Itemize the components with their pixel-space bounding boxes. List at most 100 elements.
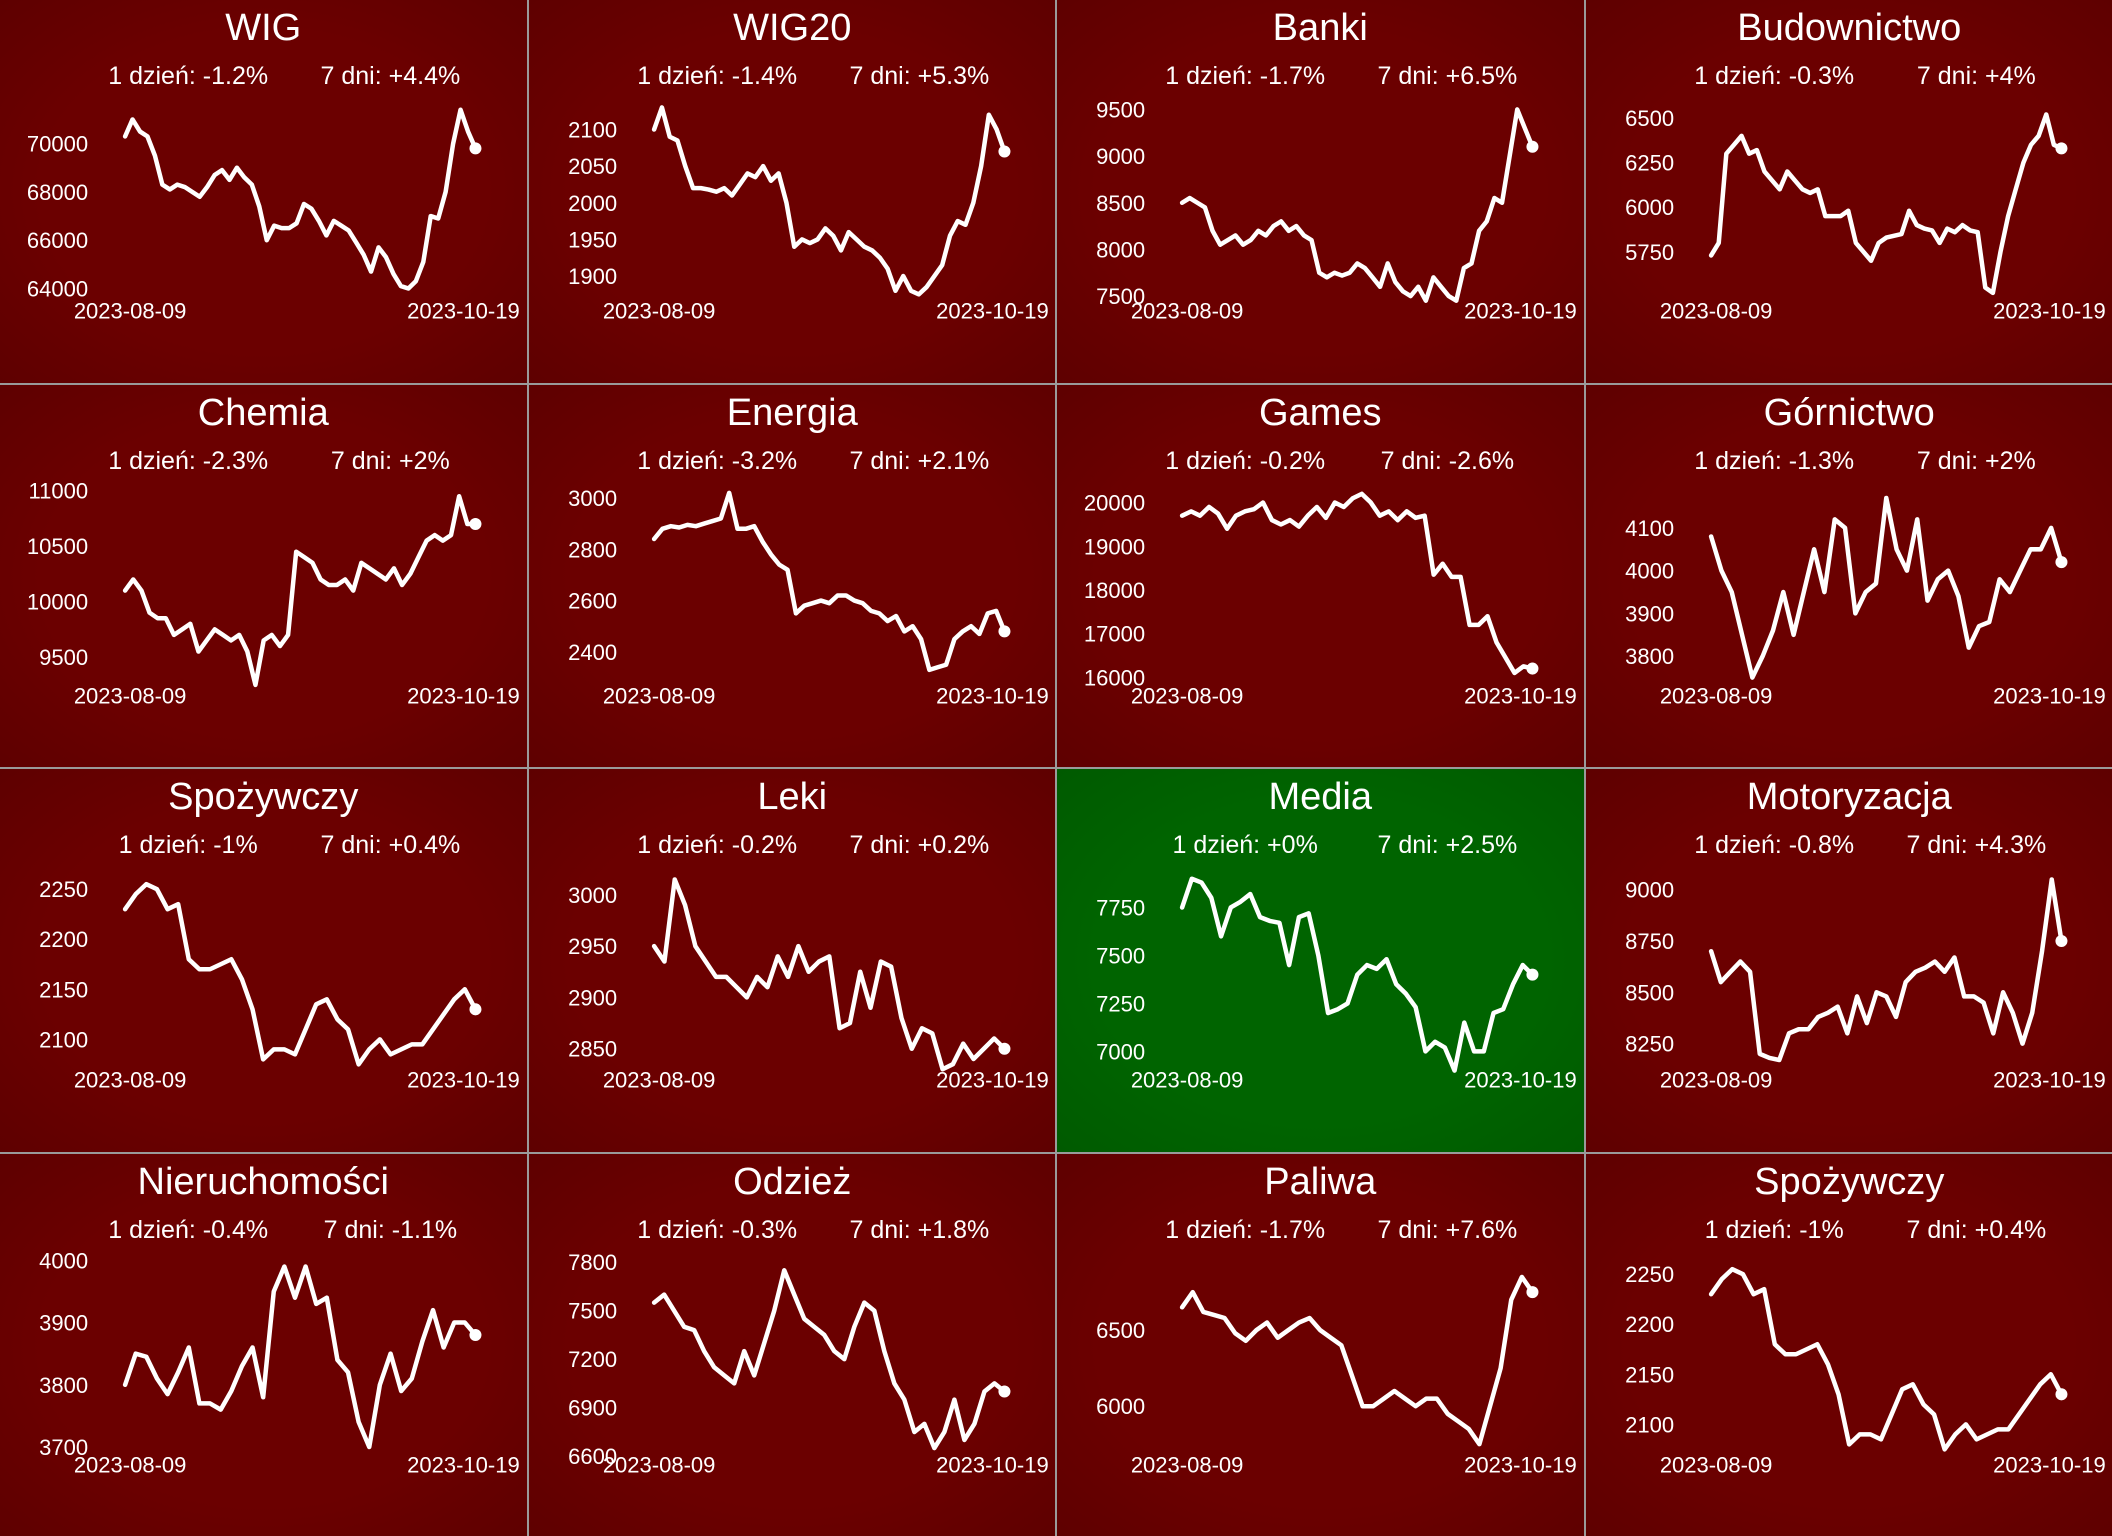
y-tick-label: 2250 — [1625, 1262, 1674, 1287]
panel-chart: Chemia 1 dzień: -2.3% 7 dni: +2% 9500 10000 1… — [27, 392, 520, 708]
x-start-date: 2023-08-09 — [1659, 298, 1772, 323]
y-tick-label: 7500 — [1096, 284, 1145, 309]
y-tick-label: 2800 — [568, 537, 617, 562]
change-1d-label: 1 dzień: -2.3% — [108, 447, 268, 475]
change-1d-label: 1 dzień: -0.2% — [637, 831, 797, 859]
last-value-point — [469, 517, 482, 530]
panel-chart: Budownictwo 1 dzień: -0.3% 7 dni: +4% 5750 6… — [1625, 7, 2106, 323]
panel-chart: Banki 1 dzień: -1.7% 7 dni: +6.5% 7500 8000 8… — [1096, 7, 1577, 323]
x-end-date: 2023-10-19 — [407, 683, 520, 708]
sector-panel: WIG 1 dzień: -1.2% 7 dni: +4.4% 64000 66000 6… — [0, 0, 527, 383]
change-1d-label: 1 dzień: +0% — [1173, 831, 1318, 859]
change-1d-label: 1 dzień: -0.3% — [637, 1216, 797, 1244]
panel-title: Budownictwo — [1737, 7, 1961, 49]
panel-title: Games — [1259, 392, 1382, 434]
sector-panel: Odzież 1 dzień: -0.3% 7 dni: +1.8% 6600 6900… — [528, 1153, 1055, 1536]
x-end-date: 2023-10-19 — [1464, 1067, 1577, 1092]
y-tick-label: 3000 — [568, 883, 617, 908]
panel-title: Media — [1268, 776, 1372, 818]
sector-panel: Games 1 dzień: -0.2% 7 dni: -2.6% 16000 1700… — [1057, 384, 1584, 767]
y-tick-label: 7500 — [568, 1298, 617, 1323]
change-1d-label: 1 dzień: -1% — [1704, 1216, 1843, 1244]
price-series-line — [1179, 876, 1535, 1073]
y-tick-label: 6250 — [1625, 151, 1674, 176]
y-tick-label: 3900 — [1625, 601, 1674, 626]
change-7d-label: 7 dni: +4.4% — [320, 62, 460, 90]
y-tick-label: 6000 — [1625, 195, 1674, 220]
y-tick-label: 2100 — [39, 1027, 88, 1052]
panel-title: Paliwa — [1264, 1161, 1377, 1203]
change-1d-label: 1 dzień: -1.4% — [637, 62, 797, 90]
panel-title: WIG20 — [733, 7, 851, 49]
x-start-date: 2023-08-09 — [602, 298, 715, 323]
y-tick-label: 8750 — [1625, 929, 1674, 954]
y-tick-label: 2100 — [1625, 1412, 1674, 1437]
y-tick-label: 6900 — [568, 1395, 617, 1420]
y-tick-label: 6600 — [568, 1444, 617, 1469]
y-tick-label: 19000 — [1084, 534, 1145, 559]
panel-chart: Spożywczy 1 dzień: -1% 7 dni: +0.4% 2100 215… — [1625, 1161, 2106, 1477]
y-tick-label: 2100 — [568, 117, 617, 142]
change-7d-label: 7 dni: +1.8% — [849, 1216, 989, 1244]
panel-title: Chemia — [198, 392, 330, 434]
change-7d-label: 7 dni: +0.4% — [320, 831, 460, 859]
x-start-date: 2023-08-09 — [1659, 1452, 1772, 1477]
sector-panel: Budownictwo 1 dzień: -0.3% 7 dni: +4% 5750 6… — [1585, 0, 2112, 383]
sector-panel: Banki 1 dzień: -1.7% 7 dni: +6.5% 7500 8000 8… — [1057, 0, 1584, 383]
panel-chart: Leki 1 dzień: -0.2% 7 dni: +0.2% 2850 2900 29… — [568, 776, 1049, 1092]
panel-chart: Games 1 dzień: -0.2% 7 dni: -2.6% 16000 1700… — [1084, 392, 1577, 708]
x-start-date: 2023-08-09 — [1131, 1452, 1244, 1477]
y-tick-label: 2200 — [1625, 1312, 1674, 1337]
last-value-point — [469, 142, 482, 155]
change-1d-label: 1 dzień: -1.2% — [108, 62, 268, 90]
y-tick-label: 11000 — [29, 478, 89, 503]
sector-panel: Leki 1 dzień: -0.2% 7 dni: +0.2% 2850 2900 29… — [528, 769, 1055, 1152]
price-series-line — [651, 105, 1007, 297]
x-start-date: 2023-08-09 — [74, 1067, 187, 1092]
y-tick-label: 2000 — [568, 191, 617, 216]
y-tick-label: 2600 — [568, 588, 617, 613]
change-7d-label: 7 dni: +5.3% — [849, 62, 989, 90]
x-start-date: 2023-08-09 — [602, 1067, 715, 1092]
last-value-point — [1526, 1285, 1539, 1298]
panel-title: WIG — [225, 7, 301, 49]
y-tick-label: 9500 — [39, 645, 88, 670]
panel-title: Banki — [1273, 7, 1368, 49]
sector-panel: WIG20 1 dzień: -1.4% 7 dni: +5.3% 1900 1950 2… — [528, 0, 1055, 383]
change-7d-label: 7 dni: +2% — [331, 447, 450, 475]
price-series-line — [1708, 112, 2064, 296]
panel-chart: Paliwa 1 dzień: -1.7% 7 dni: +7.6% 6000 6500… — [1096, 1161, 1577, 1477]
panel-title: Energia — [726, 392, 858, 434]
x-end-date: 2023-10-19 — [1464, 1452, 1577, 1477]
change-7d-label: 7 dni: +2.1% — [849, 447, 989, 475]
y-tick-label: 16000 — [1084, 665, 1145, 690]
y-tick-label: 1900 — [568, 264, 617, 289]
y-tick-label: 2200 — [39, 927, 88, 952]
sector-panel: Motoryzacja 1 dzień: -0.8% 7 dni: +4.3% 825… — [1585, 769, 2112, 1152]
y-tick-label: 2850 — [568, 1037, 617, 1062]
y-tick-label: 5750 — [1625, 240, 1674, 265]
sector-panel: Media 1 dzień: +0% 7 dni: +2.5% 7000 7250 750… — [1057, 769, 1584, 1152]
x-end-date: 2023-10-19 — [1993, 1452, 2106, 1477]
change-1d-label: 1 dzień: -0.4% — [108, 1216, 268, 1244]
y-tick-label: 3000 — [568, 485, 617, 510]
y-tick-label: 3900 — [39, 1310, 88, 1335]
last-value-point — [1526, 140, 1539, 153]
panel-chart: Górnictwo 1 dzień: -1.3% 7 dni: +2% 3800 390… — [1625, 392, 2106, 708]
sector-panel: Nieruchomości 1 dzień: -0.4% 7 dni: -1.1% 3… — [0, 1153, 527, 1536]
y-tick-label: 2150 — [1625, 1362, 1674, 1387]
last-value-point — [469, 1328, 482, 1341]
panel-title: Leki — [757, 776, 827, 818]
y-tick-label: 10000 — [27, 589, 88, 614]
last-value-point — [2054, 142, 2067, 155]
sector-panel: Paliwa 1 dzień: -1.7% 7 dni: +7.6% 6000 6500… — [1057, 1153, 1584, 1536]
y-tick-label: 3800 — [1625, 644, 1674, 669]
panel-chart: Energia 1 dzień: -3.2% 7 dni: +2.1% 2400 260… — [568, 392, 1049, 708]
panel-title: Motoryzacja — [1746, 776, 1952, 818]
x-start-date: 2023-08-09 — [1131, 1067, 1244, 1092]
y-tick-label: 7000 — [1096, 1039, 1145, 1064]
change-7d-label: 7 dni: +4.3% — [1906, 831, 2046, 859]
y-tick-label: 20000 — [1084, 490, 1145, 515]
x-end-date: 2023-10-19 — [1464, 683, 1577, 708]
y-tick-label: 6500 — [1625, 106, 1674, 131]
